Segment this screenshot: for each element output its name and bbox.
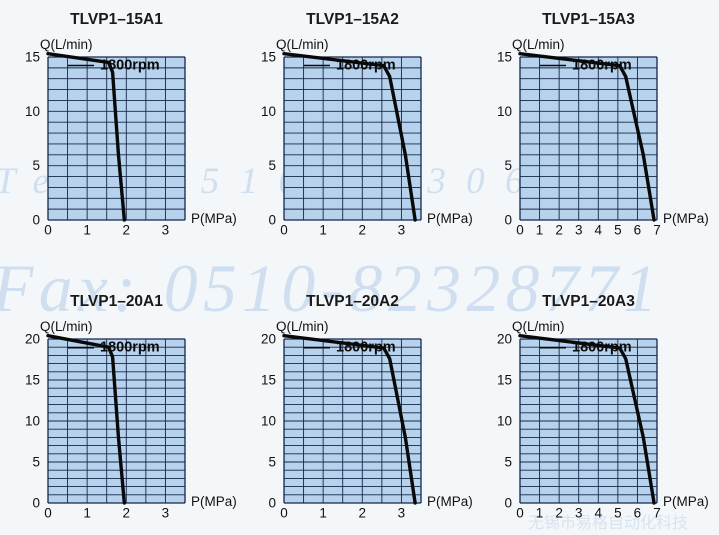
- svg-text:2: 2: [123, 506, 131, 521]
- svg-text:15: 15: [497, 373, 512, 388]
- svg-text:10: 10: [497, 104, 512, 119]
- svg-text:5: 5: [268, 455, 276, 470]
- svg-text:10: 10: [25, 414, 40, 429]
- svg-text:7: 7: [653, 223, 661, 238]
- svg-text:2: 2: [555, 223, 563, 238]
- svg-text:0: 0: [32, 496, 40, 511]
- svg-text:15: 15: [25, 373, 40, 388]
- svg-text:15: 15: [261, 373, 276, 388]
- svg-text:1: 1: [319, 506, 327, 521]
- svg-text:5: 5: [32, 455, 40, 470]
- svg-text:10: 10: [25, 104, 40, 119]
- svg-text:7: 7: [653, 506, 661, 521]
- svg-text:2: 2: [359, 506, 367, 521]
- svg-text:3: 3: [575, 506, 583, 521]
- svg-text:2: 2: [359, 223, 367, 238]
- svg-text:1: 1: [536, 223, 544, 238]
- svg-text:0: 0: [268, 496, 276, 511]
- svg-text:0: 0: [44, 506, 52, 521]
- svg-text:10: 10: [261, 104, 276, 119]
- svg-text:1800rpm: 1800rpm: [100, 340, 160, 356]
- svg-text:0: 0: [280, 506, 288, 521]
- svg-text:4: 4: [595, 223, 603, 238]
- svg-text:5: 5: [504, 455, 512, 470]
- svg-text:20: 20: [261, 332, 276, 347]
- svg-text:0: 0: [44, 223, 52, 238]
- svg-text:6: 6: [634, 506, 642, 521]
- svg-text:6: 6: [634, 223, 642, 238]
- svg-text:1800rpm: 1800rpm: [336, 58, 396, 74]
- svg-text:20: 20: [497, 332, 512, 347]
- svg-text:3: 3: [162, 506, 170, 521]
- svg-text:0: 0: [268, 213, 276, 228]
- svg-text:15: 15: [261, 50, 276, 65]
- svg-text:10: 10: [497, 414, 512, 429]
- svg-text:1800rpm: 1800rpm: [572, 58, 632, 74]
- svg-text:0: 0: [504, 496, 512, 511]
- svg-text:3: 3: [398, 223, 406, 238]
- svg-text:5: 5: [614, 223, 622, 238]
- svg-text:1800rpm: 1800rpm: [336, 340, 396, 356]
- svg-text:5: 5: [504, 158, 512, 173]
- svg-text:1: 1: [319, 223, 327, 238]
- svg-text:5: 5: [268, 158, 276, 173]
- svg-text:1800rpm: 1800rpm: [100, 58, 160, 74]
- svg-text:1: 1: [83, 506, 91, 521]
- svg-text:2: 2: [555, 506, 563, 521]
- svg-text:3: 3: [398, 506, 406, 521]
- svg-text:15: 15: [497, 50, 512, 65]
- svg-text:1800rpm: 1800rpm: [572, 340, 632, 356]
- svg-text:5: 5: [614, 506, 622, 521]
- svg-text:0: 0: [504, 213, 512, 228]
- svg-text:10: 10: [261, 414, 276, 429]
- svg-text:15: 15: [25, 50, 40, 65]
- svg-text:5: 5: [32, 158, 40, 173]
- svg-text:3: 3: [162, 223, 170, 238]
- svg-text:3: 3: [575, 223, 583, 238]
- svg-text:0: 0: [32, 213, 40, 228]
- svg-text:1: 1: [536, 506, 544, 521]
- svg-text:0: 0: [516, 506, 524, 521]
- svg-text:0: 0: [280, 223, 288, 238]
- svg-text:1: 1: [83, 223, 91, 238]
- svg-text:0: 0: [516, 223, 524, 238]
- svg-text:20: 20: [25, 332, 40, 347]
- svg-text:4: 4: [595, 506, 603, 521]
- svg-text:2: 2: [123, 223, 131, 238]
